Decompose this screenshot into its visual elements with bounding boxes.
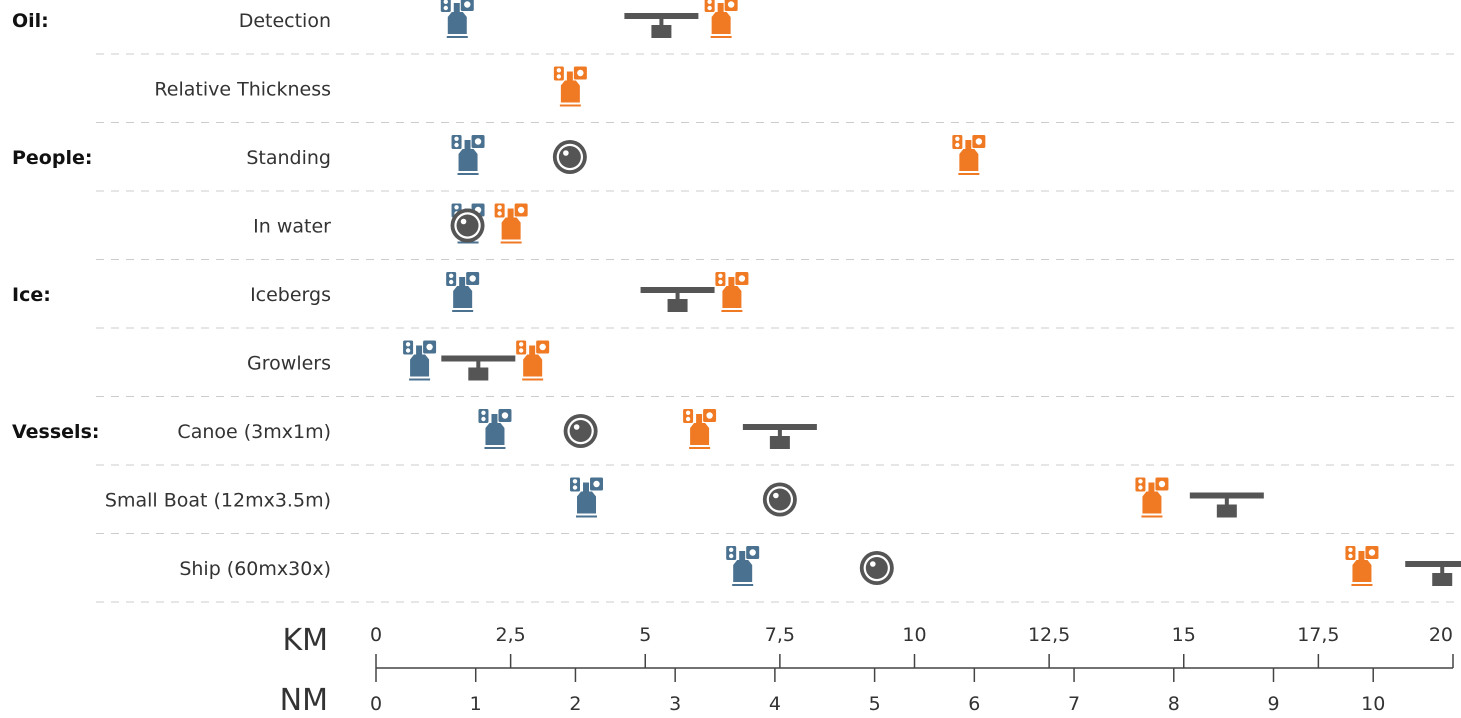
satellite-blue-icon xyxy=(446,272,480,312)
nm-tick-label: 1 xyxy=(470,693,482,715)
camera-icon xyxy=(552,140,587,174)
camera-icon xyxy=(762,482,797,517)
row-labels: Oil: Detection Relative Thickness People: St… xyxy=(12,10,331,580)
satellite-orange-icon xyxy=(516,340,550,381)
satellite-orange-icon xyxy=(494,203,528,244)
nm-tick-label: 9 xyxy=(1267,693,1279,715)
satellite-blue-icon xyxy=(570,477,604,518)
group-label: Oil: xyxy=(12,10,49,32)
radar-icon xyxy=(624,13,699,38)
satellite-orange-icon xyxy=(715,272,749,312)
row-label: Icebergs xyxy=(250,284,331,306)
km-tick-label: 12,5 xyxy=(1028,624,1070,646)
row-label: Relative Thickness xyxy=(154,79,331,101)
satellite-orange-icon xyxy=(1345,546,1379,586)
row-label: Detection xyxy=(239,10,331,32)
satellite-orange-icon xyxy=(704,0,738,38)
satellite-blue-icon xyxy=(726,546,760,586)
nm-tick-label: 5 xyxy=(869,693,881,715)
nm-tick-label: 10 xyxy=(1361,693,1385,715)
row-dividers xyxy=(96,53,1461,603)
nm-tick-label: 2 xyxy=(569,693,581,715)
nm-tick-label: 4 xyxy=(769,693,781,715)
group-label: Vessels: xyxy=(12,421,99,443)
km-tick-label: 0 xyxy=(370,624,382,646)
camera-icon xyxy=(563,414,598,448)
satellite-orange-icon xyxy=(952,135,986,175)
km-tick-label: 20 xyxy=(1429,624,1453,646)
row-label: In water xyxy=(253,216,331,238)
satellite-orange-icon xyxy=(683,409,717,449)
row-label: Growlers xyxy=(247,353,331,375)
km-tick-label: 2,5 xyxy=(496,624,526,646)
group-label: Ice: xyxy=(12,284,51,306)
data-markers xyxy=(403,0,1461,586)
km-tick-label: 7,5 xyxy=(765,624,795,646)
km-tick-label: 5 xyxy=(639,624,651,646)
nm-axis-label: NM xyxy=(280,683,328,718)
radar-icon xyxy=(441,355,516,381)
camera-icon xyxy=(859,551,894,585)
radar-icon xyxy=(1189,492,1264,518)
nm-tick-label: 7 xyxy=(1068,693,1080,715)
nm-tick-label: 6 xyxy=(968,693,980,715)
km-tick-label: 10 xyxy=(902,624,926,646)
satellite-blue-icon xyxy=(440,0,474,38)
nm-tick-label: 0 xyxy=(370,693,382,715)
satellite-blue-icon xyxy=(403,340,437,381)
group-label: People: xyxy=(12,147,92,169)
radar-icon xyxy=(742,424,817,449)
row-label: Ship (60mx30x) xyxy=(179,558,331,580)
row-label: Standing xyxy=(246,147,331,169)
satellite-blue-icon xyxy=(451,135,485,175)
nm-tick-label: 3 xyxy=(669,693,681,715)
km-axis-label: KM xyxy=(282,623,328,658)
row-label: Small Boat (12mx3.5m) xyxy=(105,490,331,512)
satellite-orange-icon xyxy=(1135,477,1169,518)
km-tick-label: 15 xyxy=(1172,624,1196,646)
camera-icon xyxy=(450,208,485,243)
km-tick-label: 17,5 xyxy=(1297,624,1339,646)
radar-icon xyxy=(1405,561,1461,586)
satellite-blue-icon xyxy=(478,409,512,449)
satellite-orange-icon xyxy=(553,66,587,107)
radar-icon xyxy=(640,287,715,312)
axes: KM 0 2,5 5 7,5 10 12,5 15 17,5 20 NM 0 1 2 3 4 5 6 7 8 9 10 xyxy=(280,623,1454,718)
row-label: Canoe (3mx1m) xyxy=(177,421,331,443)
nm-tick-label: 8 xyxy=(1168,693,1180,715)
